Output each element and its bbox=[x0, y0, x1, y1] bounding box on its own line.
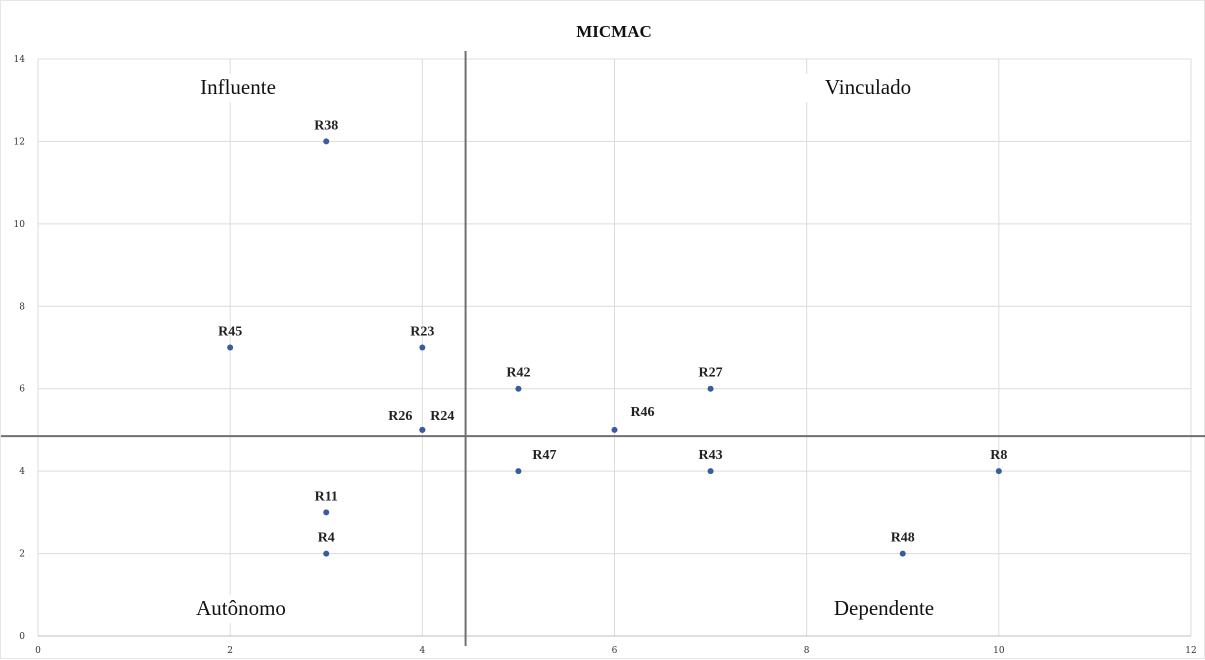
x-tick-label: 4 bbox=[419, 646, 425, 656]
data-points bbox=[227, 138, 1002, 557]
point-label-r11: R11 bbox=[315, 489, 338, 504]
quadrant-label-dependente: Dependente bbox=[834, 596, 934, 620]
point-label-r8: R8 bbox=[990, 448, 1007, 463]
x-tick-label: 10 bbox=[993, 646, 1005, 656]
x-tick-label: 2 bbox=[227, 646, 233, 656]
point-r43 bbox=[707, 468, 714, 475]
point-label-r23: R23 bbox=[410, 325, 434, 340]
point-r45 bbox=[227, 344, 234, 351]
x-tick-label: 0 bbox=[35, 646, 41, 656]
point-r48 bbox=[899, 550, 906, 557]
x-tick-label: 6 bbox=[612, 646, 618, 656]
point-label-r27: R27 bbox=[699, 366, 723, 381]
quadrant-label-background bbox=[822, 595, 946, 623]
y-tick-label: 14 bbox=[14, 55, 26, 65]
y-tick-label: 10 bbox=[14, 220, 26, 230]
point-label-r42: R42 bbox=[506, 366, 530, 381]
point-label-r43: R43 bbox=[699, 448, 723, 463]
chart-title: MICMAC bbox=[576, 22, 652, 41]
point-label-r46: R46 bbox=[630, 405, 654, 420]
point-r11 bbox=[323, 509, 330, 516]
quadrant-label-background bbox=[176, 74, 300, 102]
point-r47 bbox=[515, 468, 522, 475]
quadrant-dividers bbox=[1, 51, 1205, 646]
point-label-r45: R45 bbox=[218, 325, 242, 340]
quadrant-labels: Influente Vinculado Autônomo Dependente bbox=[176, 74, 946, 623]
x-tick-label: 8 bbox=[804, 646, 810, 656]
point-r23 bbox=[419, 344, 426, 351]
point-label-r48: R48 bbox=[891, 531, 915, 546]
axis-tick-labels: 0 2 4 6 8 10 12 14 0 2 4 6 8 10 12 bbox=[14, 55, 1197, 656]
grid-lines bbox=[37, 58, 1192, 637]
point-label-r4: R4 bbox=[318, 531, 335, 546]
quadrant-label-background bbox=[806, 74, 930, 102]
point-r4 bbox=[323, 550, 330, 557]
quadrant-label-vinculado: Vinculado bbox=[825, 75, 911, 99]
point-labels: R38 R45 R23 R26 R24 R11 R4 R42 R27 R46 R47 R43 R8 R48 bbox=[218, 118, 1007, 545]
quadrant-label-influente: Influente bbox=[200, 75, 276, 99]
y-tick-label: 4 bbox=[19, 467, 25, 477]
point-r38 bbox=[323, 138, 330, 145]
y-tick-label: 12 bbox=[14, 137, 25, 147]
point-r8 bbox=[995, 468, 1002, 475]
point-r42 bbox=[515, 385, 522, 392]
point-label-r47: R47 bbox=[532, 448, 556, 463]
point-label-r26: R26 bbox=[388, 409, 412, 424]
point-r24 bbox=[419, 426, 426, 433]
point-r27 bbox=[707, 385, 714, 392]
y-tick-label: 8 bbox=[19, 302, 25, 312]
point-label-r24: R24 bbox=[430, 409, 454, 424]
point-r46 bbox=[611, 426, 618, 433]
point-label-r38: R38 bbox=[314, 118, 338, 133]
y-tick-label: 0 bbox=[19, 632, 25, 642]
quadrant-label-background bbox=[179, 595, 303, 623]
quadrant-label-autonomo: Autônomo bbox=[196, 596, 286, 620]
x-tick-label: 12 bbox=[1185, 646, 1196, 656]
y-tick-label: 6 bbox=[19, 385, 25, 395]
y-tick-label: 2 bbox=[19, 550, 25, 560]
